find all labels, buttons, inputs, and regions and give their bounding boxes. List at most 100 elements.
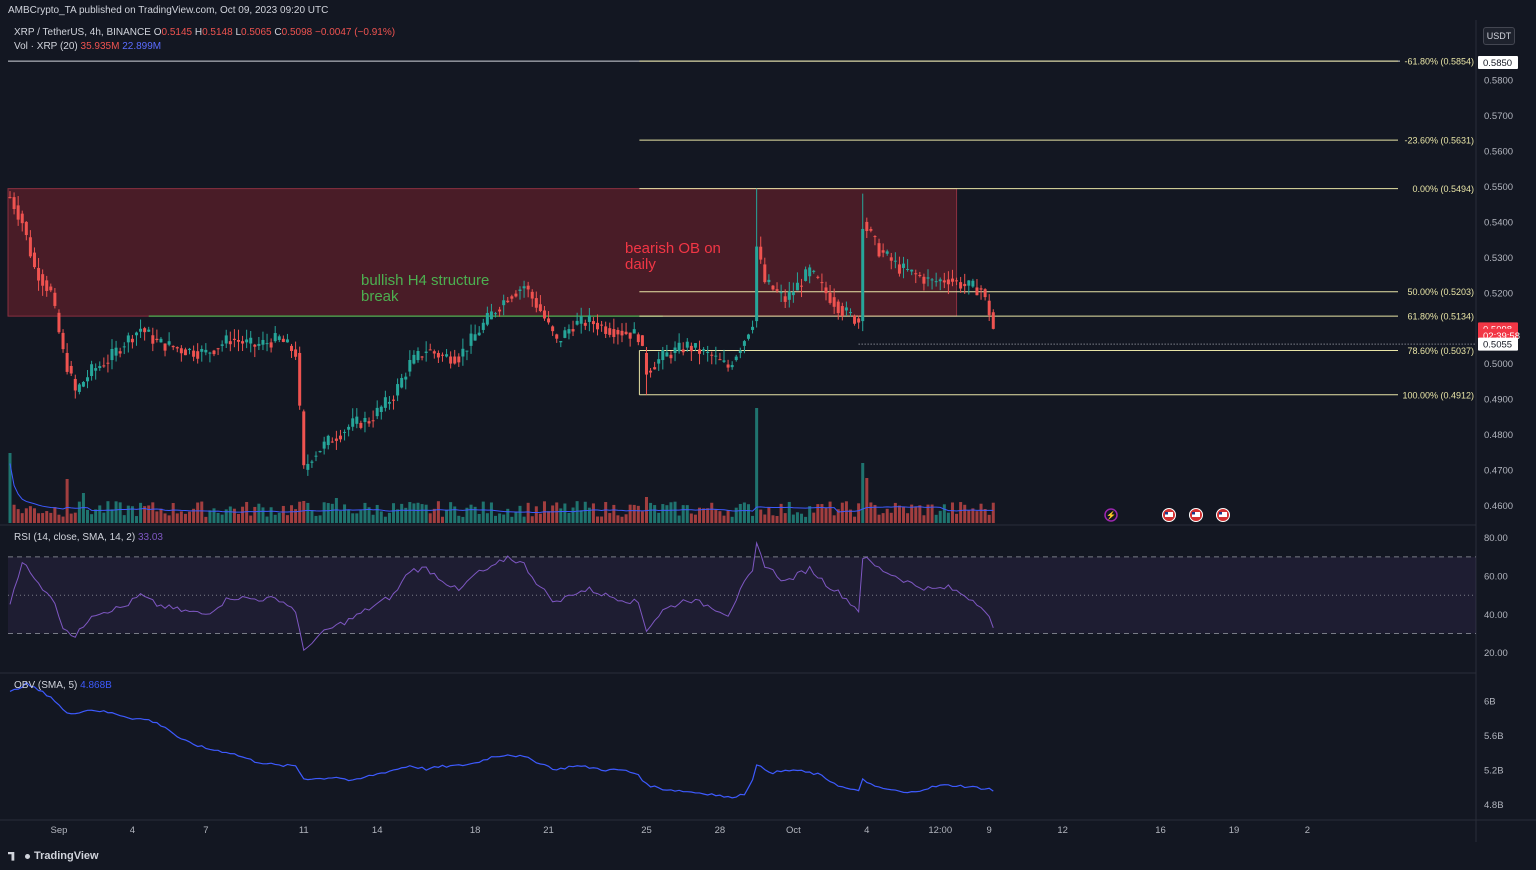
volume-bar [881,513,885,523]
obv-line [9,681,994,799]
candle-body [885,251,889,254]
obv-label[interactable]: OBV (SMA, 5) [14,680,78,691]
candle-body [192,350,196,357]
candle-body [518,289,522,291]
volume-bar [32,508,36,523]
candle-body [726,364,730,368]
volume-bar [510,516,514,523]
time-tick-label: 16 [1155,825,1166,836]
currency-button[interactable]: USDT [1483,27,1515,45]
candle-body [494,313,498,315]
rsi-label[interactable]: RSI (14, close, SMA, 14, 2) [14,532,136,543]
volume-bar [991,502,995,523]
volume-bar [583,501,587,523]
volume-bar [950,502,954,523]
candle-body [379,406,383,413]
candle-body [771,285,775,290]
candle-body [469,333,473,346]
volume-bar [742,502,746,523]
candle-body [110,348,114,361]
symbol-name[interactable]: XRP / TetherUS, 4h, BINANCE [14,27,151,38]
candle-body [918,275,922,277]
volume-bar [147,505,151,523]
candle-body [787,291,791,300]
candle-body [877,243,881,257]
candle-body [836,301,840,314]
volume-label[interactable]: Vol · XRP (20) [14,41,78,52]
candle-body [591,321,595,325]
volume-bar [538,513,542,523]
candle-body [273,333,277,342]
candle-body [412,354,416,364]
tradingview-logo[interactable]: TradingView [8,850,99,862]
candle-body [685,341,689,348]
volume-bar [722,515,726,523]
candle-body [979,288,983,290]
candle-body [575,320,579,325]
candle-body [526,285,530,290]
annotation-bullish[interactable]: bullish H4 structure break [361,272,490,305]
volume-bar [379,511,383,523]
price-label: 02:39:58 [1483,331,1520,342]
candle-body [269,342,273,348]
price-tick-label: 0.5600 [1484,147,1513,158]
volume-bar [832,515,836,523]
annotation-bearish[interactable]: bearish OB on daily [625,240,721,273]
candle-body [555,334,559,339]
candle-body [126,335,130,343]
candle-body [946,279,950,285]
volume-bar [600,516,604,523]
fib-level-label: -61.80% (0.5854) [1404,57,1474,67]
rsi-tick-label: 40.00 [1484,610,1508,621]
fib-level-label: 78.60% (0.5037) [1407,346,1474,356]
candle-body [245,339,249,343]
time-tick-label: 19 [1229,825,1240,836]
obv-tick-label: 6B [1484,697,1496,708]
candle-body [620,330,624,336]
volume-bar [126,505,130,523]
volume-bar [534,506,538,523]
candle-body [722,360,726,362]
candle-body [363,417,367,423]
volume-bar [579,510,583,523]
candle-body [861,228,865,322]
candle-body [897,264,901,274]
volume-bar [306,502,310,523]
volume-bar [489,502,493,523]
volume-bar [322,502,326,523]
fib-level-label: 50.00% (0.5203) [1407,287,1474,297]
candle-body [640,335,644,346]
candle-body [118,351,122,354]
candle-body [236,339,240,342]
volume-bar [122,515,126,523]
candle-body [783,296,787,302]
candle-body [277,336,281,340]
volume-bar [241,506,245,523]
candle-body [730,365,734,368]
candle-body [232,338,236,341]
candle-body [143,328,147,333]
candle-body [657,359,661,364]
candle-body [453,356,457,364]
volume-bar [530,516,534,523]
candle-body [285,339,289,343]
candle-body [502,300,506,306]
candle-body [86,377,90,382]
volume-bar [930,504,934,523]
volume-bar [738,503,742,523]
volume-bar [330,503,334,523]
volume-bar [24,508,28,523]
volume-bar [865,478,869,523]
volume-bar [889,512,893,523]
candle-body [69,365,73,374]
rsi-value: 33.03 [137,532,163,543]
volume-bar [922,515,926,523]
volume-bar [681,505,685,523]
us-flag-stripe-icon [1219,512,1227,517]
candle-body [698,349,702,354]
order-block-zone [7,188,958,317]
volume-bar [298,501,302,523]
candle-body [942,280,946,283]
volume-bar [918,505,922,523]
